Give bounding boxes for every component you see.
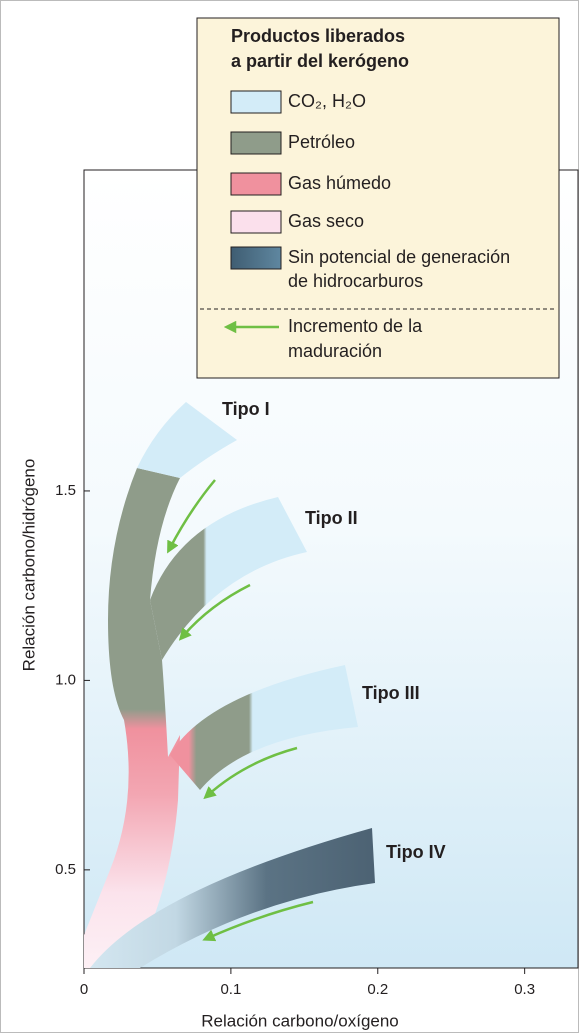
arrow bbox=[167, 479, 216, 554]
legend-title: Productos liberados bbox=[231, 26, 405, 46]
legend-swatch bbox=[230, 90, 282, 114]
legend-label: Gas húmedo bbox=[288, 173, 391, 193]
arrow bbox=[202, 900, 314, 942]
bands bbox=[84, 402, 375, 968]
type-label: Tipo IV bbox=[386, 842, 446, 862]
x-tick-label: 0.2 bbox=[367, 981, 388, 998]
legend-label: Sin potencial de generación bbox=[288, 247, 510, 267]
legend-label: de hidrocarburos bbox=[288, 271, 423, 291]
x-axis-label: Relación carbono/oxígeno bbox=[201, 1011, 399, 1030]
x-tick-label: 0.1 bbox=[220, 981, 241, 998]
tipo-1-band bbox=[137, 402, 237, 478]
legend-label: CO₂, H₂O bbox=[288, 91, 366, 111]
arrow bbox=[178, 583, 251, 641]
type-label: Tipo II bbox=[305, 508, 358, 528]
tipo-4-band bbox=[90, 828, 375, 968]
type-label: Tipo III bbox=[362, 683, 420, 703]
legend-label: Incremento de la bbox=[288, 316, 423, 336]
maturation-arrows bbox=[167, 479, 314, 942]
y-axis-label: Relación carbono/hidrógeno bbox=[19, 459, 38, 672]
tipo-3-band bbox=[170, 665, 358, 790]
legend-swatch bbox=[230, 131, 282, 155]
type-label: Tipo I bbox=[222, 399, 270, 419]
legend-label: maduración bbox=[288, 341, 382, 361]
arrow bbox=[203, 746, 298, 800]
y-tick-label: 1.0 bbox=[55, 671, 76, 688]
legend-label: Petróleo bbox=[288, 132, 355, 152]
legend-label: Gas seco bbox=[288, 211, 364, 231]
y-tick-label: 1.5 bbox=[55, 482, 76, 499]
legend-box bbox=[196, 17, 560, 379]
x-tick-label: 0 bbox=[80, 981, 88, 998]
legend-title: a partir del kerógeno bbox=[231, 51, 409, 71]
legend-swatch bbox=[230, 246, 282, 270]
trunk-band bbox=[84, 468, 180, 968]
y-tick-label: 0.5 bbox=[55, 861, 76, 878]
legend-swatch bbox=[230, 172, 282, 196]
x-tick-label: 0.3 bbox=[514, 981, 535, 998]
legend-swatch bbox=[230, 210, 282, 234]
tipo-2-band bbox=[150, 497, 307, 660]
